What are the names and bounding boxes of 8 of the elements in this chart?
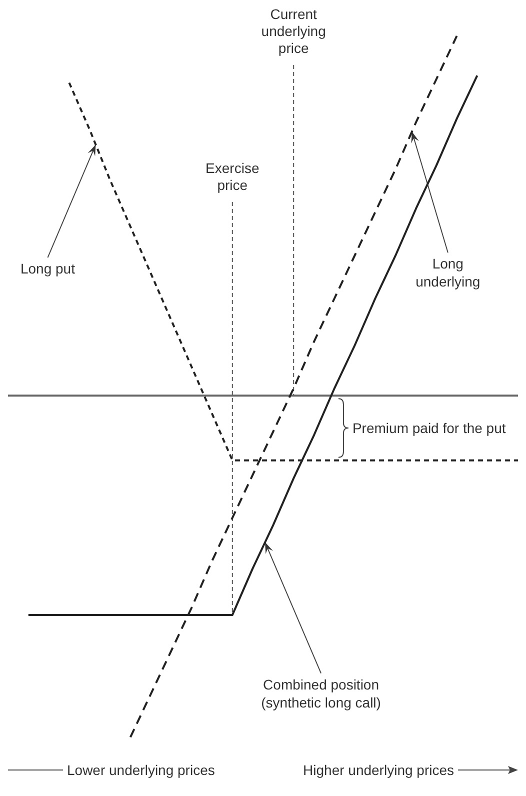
annotation: Long underlying: [416, 256, 480, 290]
text: Lower underlying prices: [67, 762, 215, 778]
annotation: Long put: [20, 260, 76, 277]
annotation: Exercise price: [206, 160, 260, 193]
annotation: Premium paid for the put: [352, 420, 506, 436]
annotation: Current underlying price: [261, 6, 326, 56]
annotation: Combined position (synthetic long call): [261, 676, 381, 710]
text: Higher underlying prices: [303, 762, 454, 778]
